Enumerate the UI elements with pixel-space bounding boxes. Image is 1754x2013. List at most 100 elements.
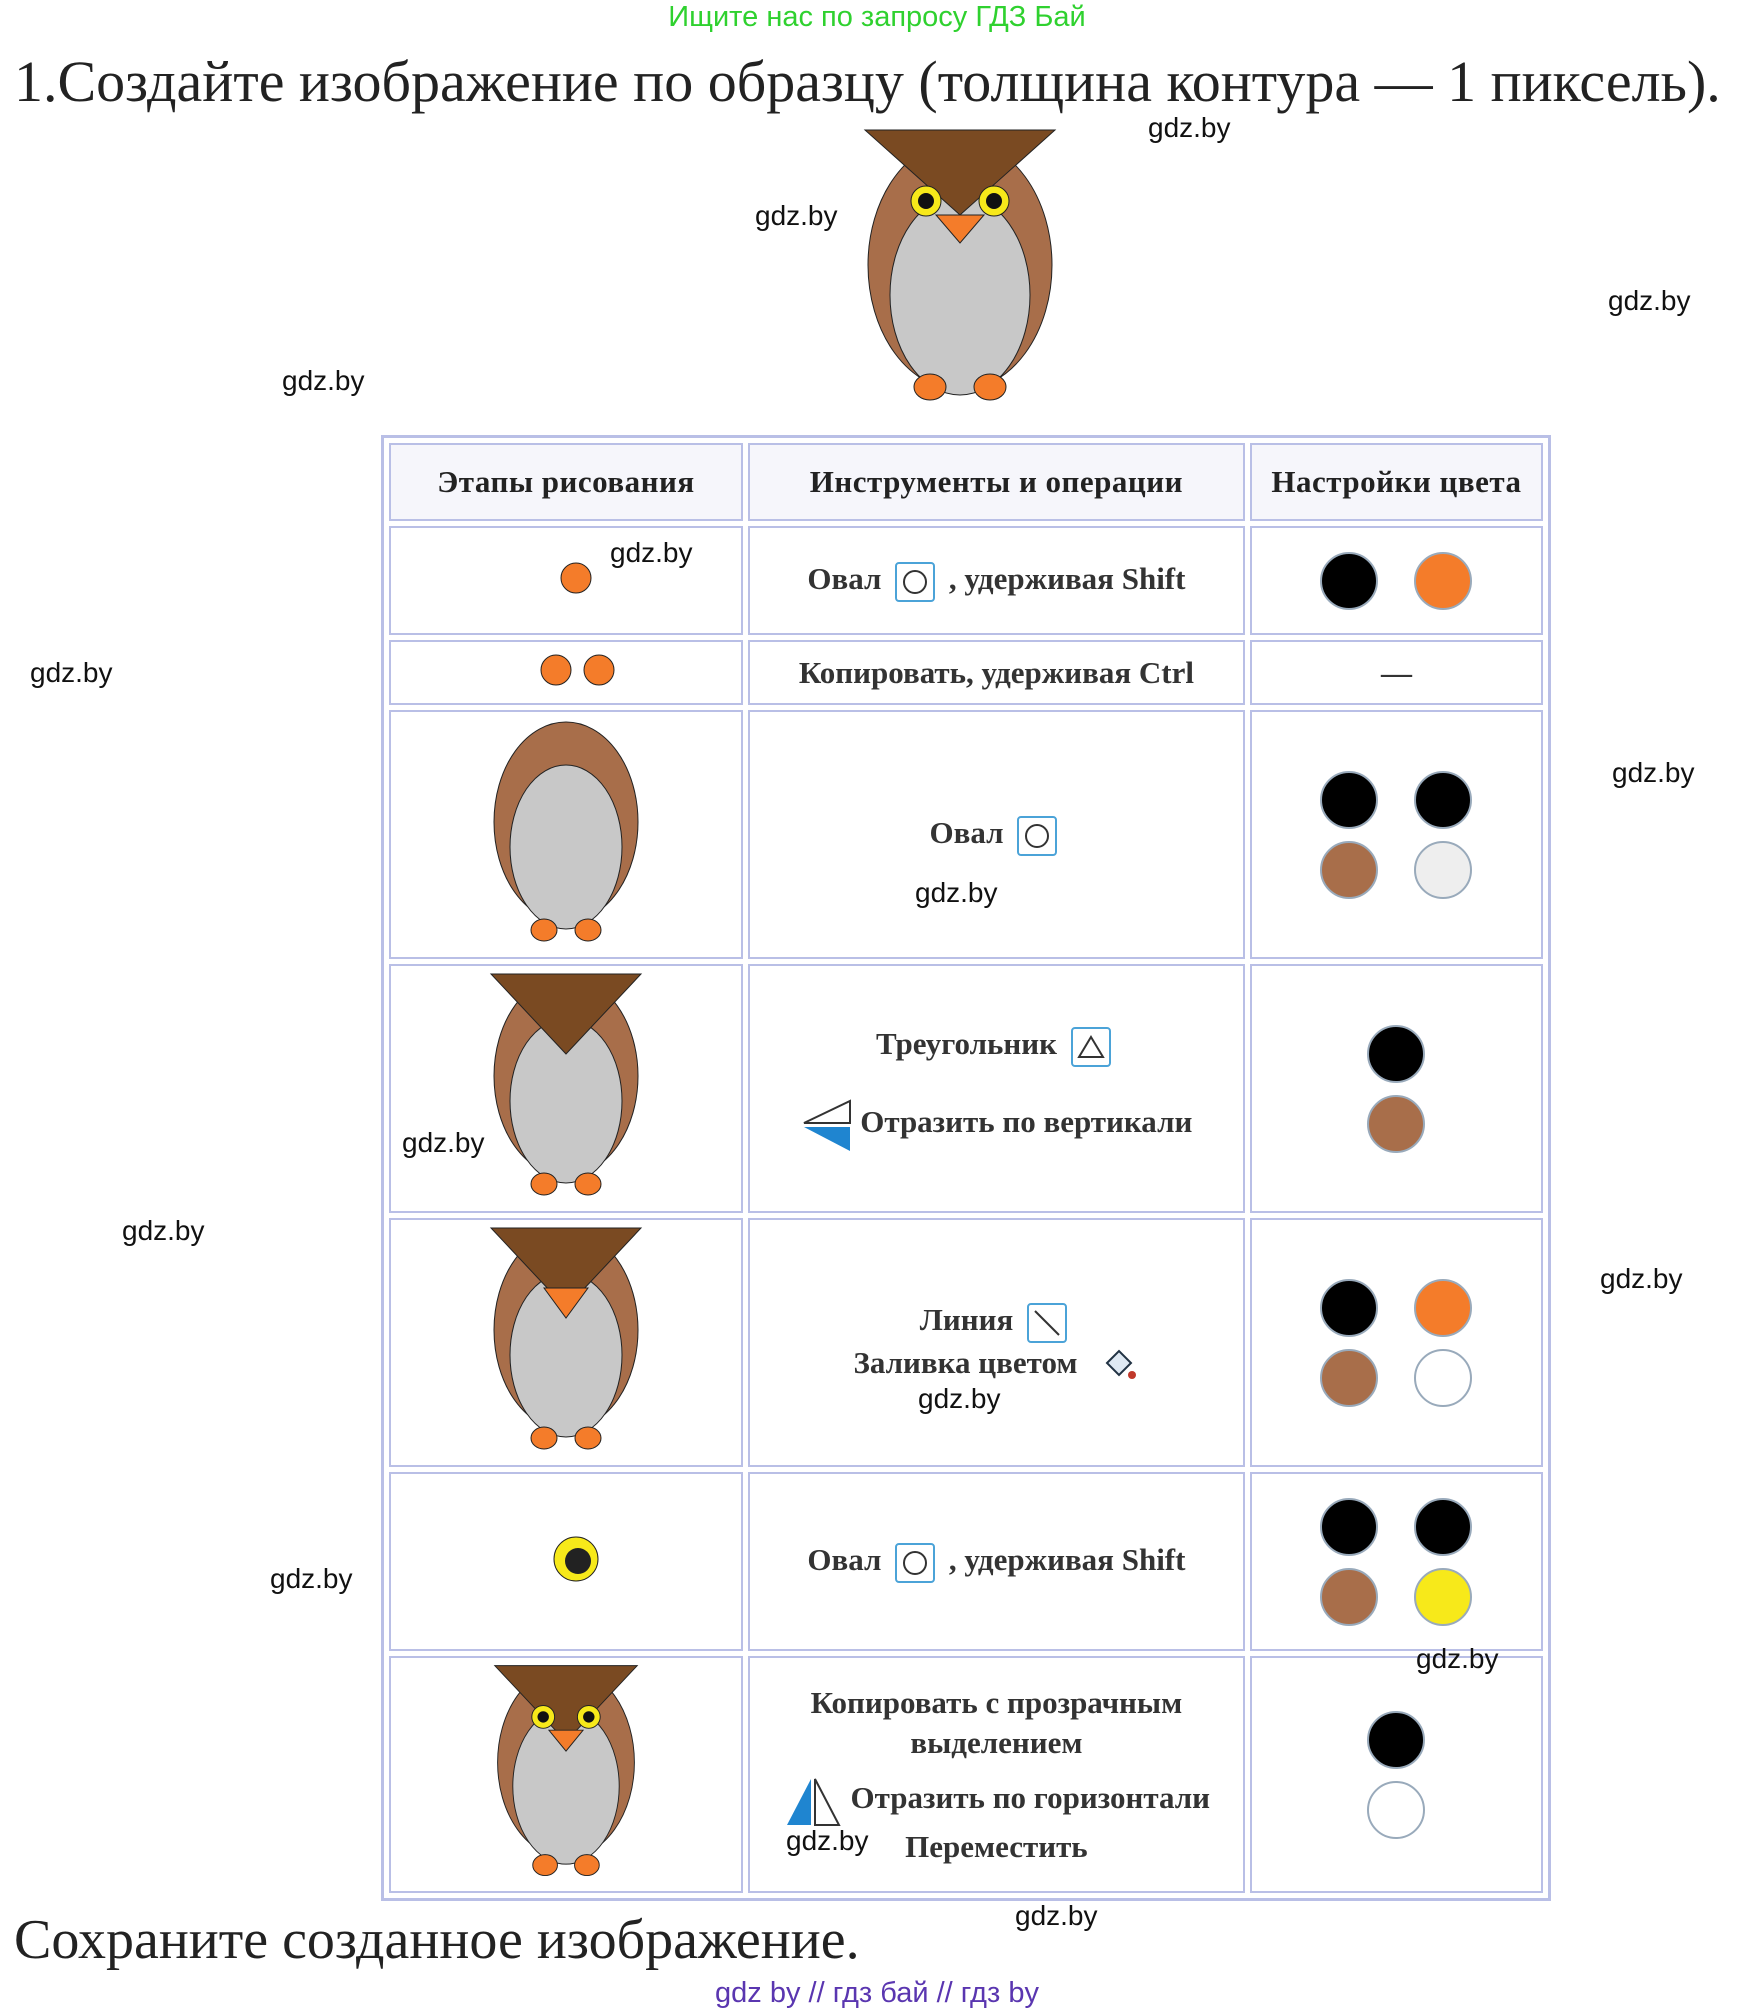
watermark: gdz.by	[755, 200, 838, 231]
watermark: gdz.by	[30, 657, 113, 688]
watermark: gdz.by	[1416, 1643, 1499, 1674]
oval-icon[interactable]	[895, 1542, 936, 1583]
table-row: Копировать с прозрачным выделением Отраз…	[389, 1656, 1543, 1893]
tool-label: Копировать с прозрачным	[810, 1684, 1183, 1720]
color-swatch-black	[1320, 551, 1379, 610]
oval-icon[interactable]	[895, 561, 936, 602]
watermark: gdz.by	[402, 1127, 485, 1158]
stage-cell	[389, 1218, 743, 1467]
color-cell	[1249, 1656, 1543, 1893]
watermark: gdz.by	[915, 877, 998, 908]
table-row: Треугольник Отразить по вертикали	[389, 964, 1543, 1213]
tool-cell: Линия Заливка цветом	[747, 1218, 1245, 1467]
stage-cell	[389, 1472, 743, 1651]
watermark: gdz.by	[610, 537, 693, 568]
color-swatch-brown	[1367, 1094, 1426, 1153]
color-swatch-orange	[1414, 1278, 1473, 1337]
color-swatch-black	[1414, 770, 1473, 829]
tool-label: Отразить по вертикали	[860, 1104, 1193, 1140]
tool-cell: Овал , удерживая Shift	[747, 526, 1245, 635]
stage-image	[560, 562, 592, 594]
no-color-dash: —	[1380, 654, 1412, 690]
tool-modifier: , удерживая Shift	[948, 1542, 1186, 1578]
header-colors: Настройки цвета	[1249, 443, 1543, 521]
stage-cell	[389, 640, 743, 705]
color-swatch-black	[1320, 770, 1379, 829]
watermark: gdz.by	[1612, 757, 1695, 788]
color-swatch-black	[1367, 1710, 1426, 1769]
tool-label: Овал	[807, 561, 882, 597]
tool-label: Копировать, удерживая Ctrl	[798, 654, 1194, 690]
stage-image	[553, 1536, 599, 1582]
table-row: Овал	[389, 710, 1543, 959]
color-swatch-black	[1414, 1497, 1473, 1556]
color-cell: —	[1249, 640, 1543, 705]
tool-label: Переместить	[905, 1828, 1088, 1864]
watermark: gdz.by	[786, 1825, 869, 1856]
flip-vertical-icon[interactable]	[800, 1097, 852, 1153]
paint-bucket-icon[interactable]	[1099, 1345, 1139, 1385]
tool-modifier: , удерживая Shift	[948, 561, 1186, 597]
save-instruction: Сохраните созданное изображение.	[14, 1909, 860, 1971]
color-swatch-orange	[1414, 551, 1473, 610]
stage-cell	[389, 1656, 743, 1893]
task-title: 1.Создайте изображение по образцу (толщи…	[14, 49, 1721, 114]
table-row: Овал , удерживая Shift	[389, 1472, 1543, 1651]
tool-label: Овал	[929, 815, 1004, 851]
tool-label: Треугольник	[876, 1026, 1058, 1062]
color-swatch-white	[1414, 1348, 1473, 1407]
color-swatch-light	[1414, 840, 1473, 899]
tool-cell: Овал , удерживая Shift	[747, 1472, 1245, 1651]
header-stages: Этапы рисования	[389, 443, 743, 521]
stage-cell	[389, 964, 743, 1213]
tool-label: Линия	[919, 1301, 1014, 1337]
watermark: gdz.by	[1148, 112, 1231, 143]
watermark: gdz.by	[282, 365, 365, 396]
table-row: Копировать, удерживая Ctrl —	[389, 640, 1543, 705]
tool-cell: Овал	[747, 710, 1245, 959]
color-swatch-white	[1367, 1780, 1426, 1839]
line-icon[interactable]	[1027, 1302, 1067, 1343]
tool-label: Заливка цветом	[853, 1344, 1078, 1380]
watermark: gdz.by	[1015, 1900, 1098, 1931]
watermark: gdz.by	[270, 1563, 353, 1594]
watermark: gdz.by	[122, 1215, 205, 1246]
color-swatch-brown	[1320, 1348, 1379, 1407]
stage-image	[540, 654, 615, 686]
stage-cell	[389, 710, 743, 959]
watermark: gdz.by	[1600, 1263, 1683, 1294]
tool-label: Овал	[807, 1542, 882, 1578]
stage-image	[493, 1665, 639, 1877]
color-cell	[1249, 964, 1543, 1213]
tool-cell: Копировать с прозрачным выделением Отраз…	[747, 1656, 1245, 1893]
drawing-steps-table: Этапы рисования Инструменты и операции Н…	[381, 435, 1551, 1901]
stage-image	[493, 721, 639, 942]
color-cell	[1249, 1218, 1543, 1467]
tool-label: Отразить по горизонтали	[850, 1779, 1210, 1815]
color-swatch-black	[1320, 1497, 1379, 1556]
flip-horizontal-icon[interactable]	[783, 1775, 843, 1827]
color-swatch-yellow	[1414, 1567, 1473, 1626]
color-swatch-brown	[1320, 840, 1379, 899]
table-row: Овал , удерживая Shift	[389, 526, 1543, 635]
tool-cell: Копировать, удерживая Ctrl	[747, 640, 1245, 705]
tool-cell: Треугольник Отразить по вертикали	[747, 964, 1245, 1213]
footer-links[interactable]: gdz by // гдз бай // гдз by	[715, 1977, 1039, 2009]
stage-image	[489, 973, 643, 1196]
promo-banner[interactable]: Ищите нас по запросу ГДЗ Бай	[668, 1, 1086, 33]
watermark: gdz.by	[1608, 285, 1691, 316]
watermark: gdz.by	[918, 1383, 1001, 1414]
header-tools: Инструменты и операции	[747, 443, 1245, 521]
color-swatch-black	[1320, 1278, 1379, 1337]
triangle-icon[interactable]	[1070, 1026, 1111, 1067]
color-swatch-brown	[1320, 1567, 1379, 1626]
table-row: Линия Заливка цветом	[389, 1218, 1543, 1467]
oval-icon[interactable]	[1017, 815, 1058, 856]
stage-image	[489, 1227, 643, 1450]
color-swatch-black	[1367, 1024, 1426, 1083]
table-header-row: Этапы рисования Инструменты и операции Н…	[389, 443, 1543, 521]
color-cell	[1249, 710, 1543, 959]
owl-sample-image	[863, 129, 1057, 401]
color-cell	[1249, 1472, 1543, 1651]
color-cell	[1249, 526, 1543, 635]
